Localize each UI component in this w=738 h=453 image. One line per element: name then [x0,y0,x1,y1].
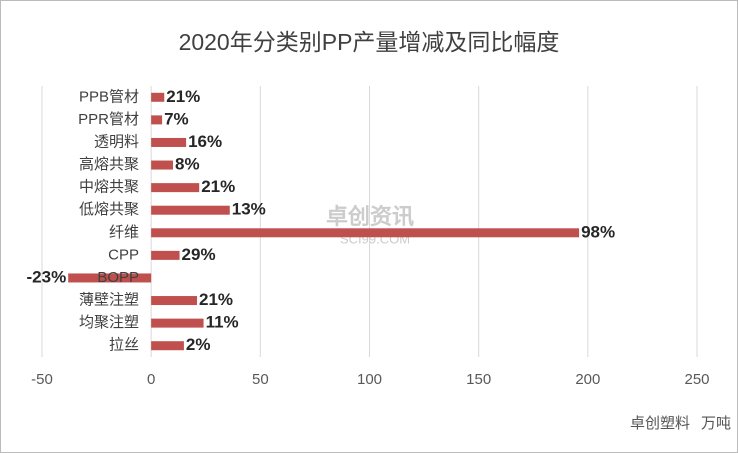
bar [151,318,204,328]
bar [151,296,198,306]
category-label: PPB管材 [79,88,139,105]
category-label: 透明料 [94,133,139,150]
source-label: 卓创塑料 [630,415,690,432]
data-label: 11% [206,313,239,332]
x-tick-label: 50 [252,371,269,388]
data-label: 21% [199,290,233,309]
data-label: 7% [164,109,189,128]
category-label: 高熔共聚 [79,156,139,173]
category-label: PPR管材 [78,111,139,128]
data-label: 98% [581,222,615,241]
bar [151,341,184,351]
bar [151,115,163,125]
x-tick-label: 100 [357,371,382,388]
chart-title: 2020年分类别PP产量增减及同比幅度 [179,29,560,55]
bar [151,250,180,260]
category-label: 均聚注塑 [79,314,139,331]
x-tick-label: -50 [31,371,53,388]
bar [151,160,173,170]
category-label: 低熔共聚 [79,201,139,218]
data-label: 13% [232,200,266,219]
x-tick-label: 0 [147,371,155,388]
data-label: 29% [182,245,216,264]
bar [151,137,187,147]
x-tick-label: 150 [466,371,491,388]
category-label: 纤维 [109,224,139,241]
data-label: 21% [201,177,235,196]
data-label: -23% [27,267,67,286]
data-label: 2% [186,335,211,354]
category-label: 中熔共聚 [79,179,139,196]
bar [68,273,152,283]
category-label: 薄壁注塑 [79,292,139,309]
bar [151,205,230,215]
bar [151,183,200,193]
data-label: 8% [175,155,200,174]
category-label: BOPP [97,269,139,286]
data-label: 21% [166,87,200,106]
unit-label: 万吨 [701,415,731,432]
category-label: CPP [108,246,139,263]
data-label: 16% [188,132,222,151]
category-label: 拉丝 [109,337,139,354]
x-tick-label: 200 [575,371,600,388]
bar [151,228,580,238]
bar [151,92,165,102]
x-tick-label: 250 [684,371,709,388]
